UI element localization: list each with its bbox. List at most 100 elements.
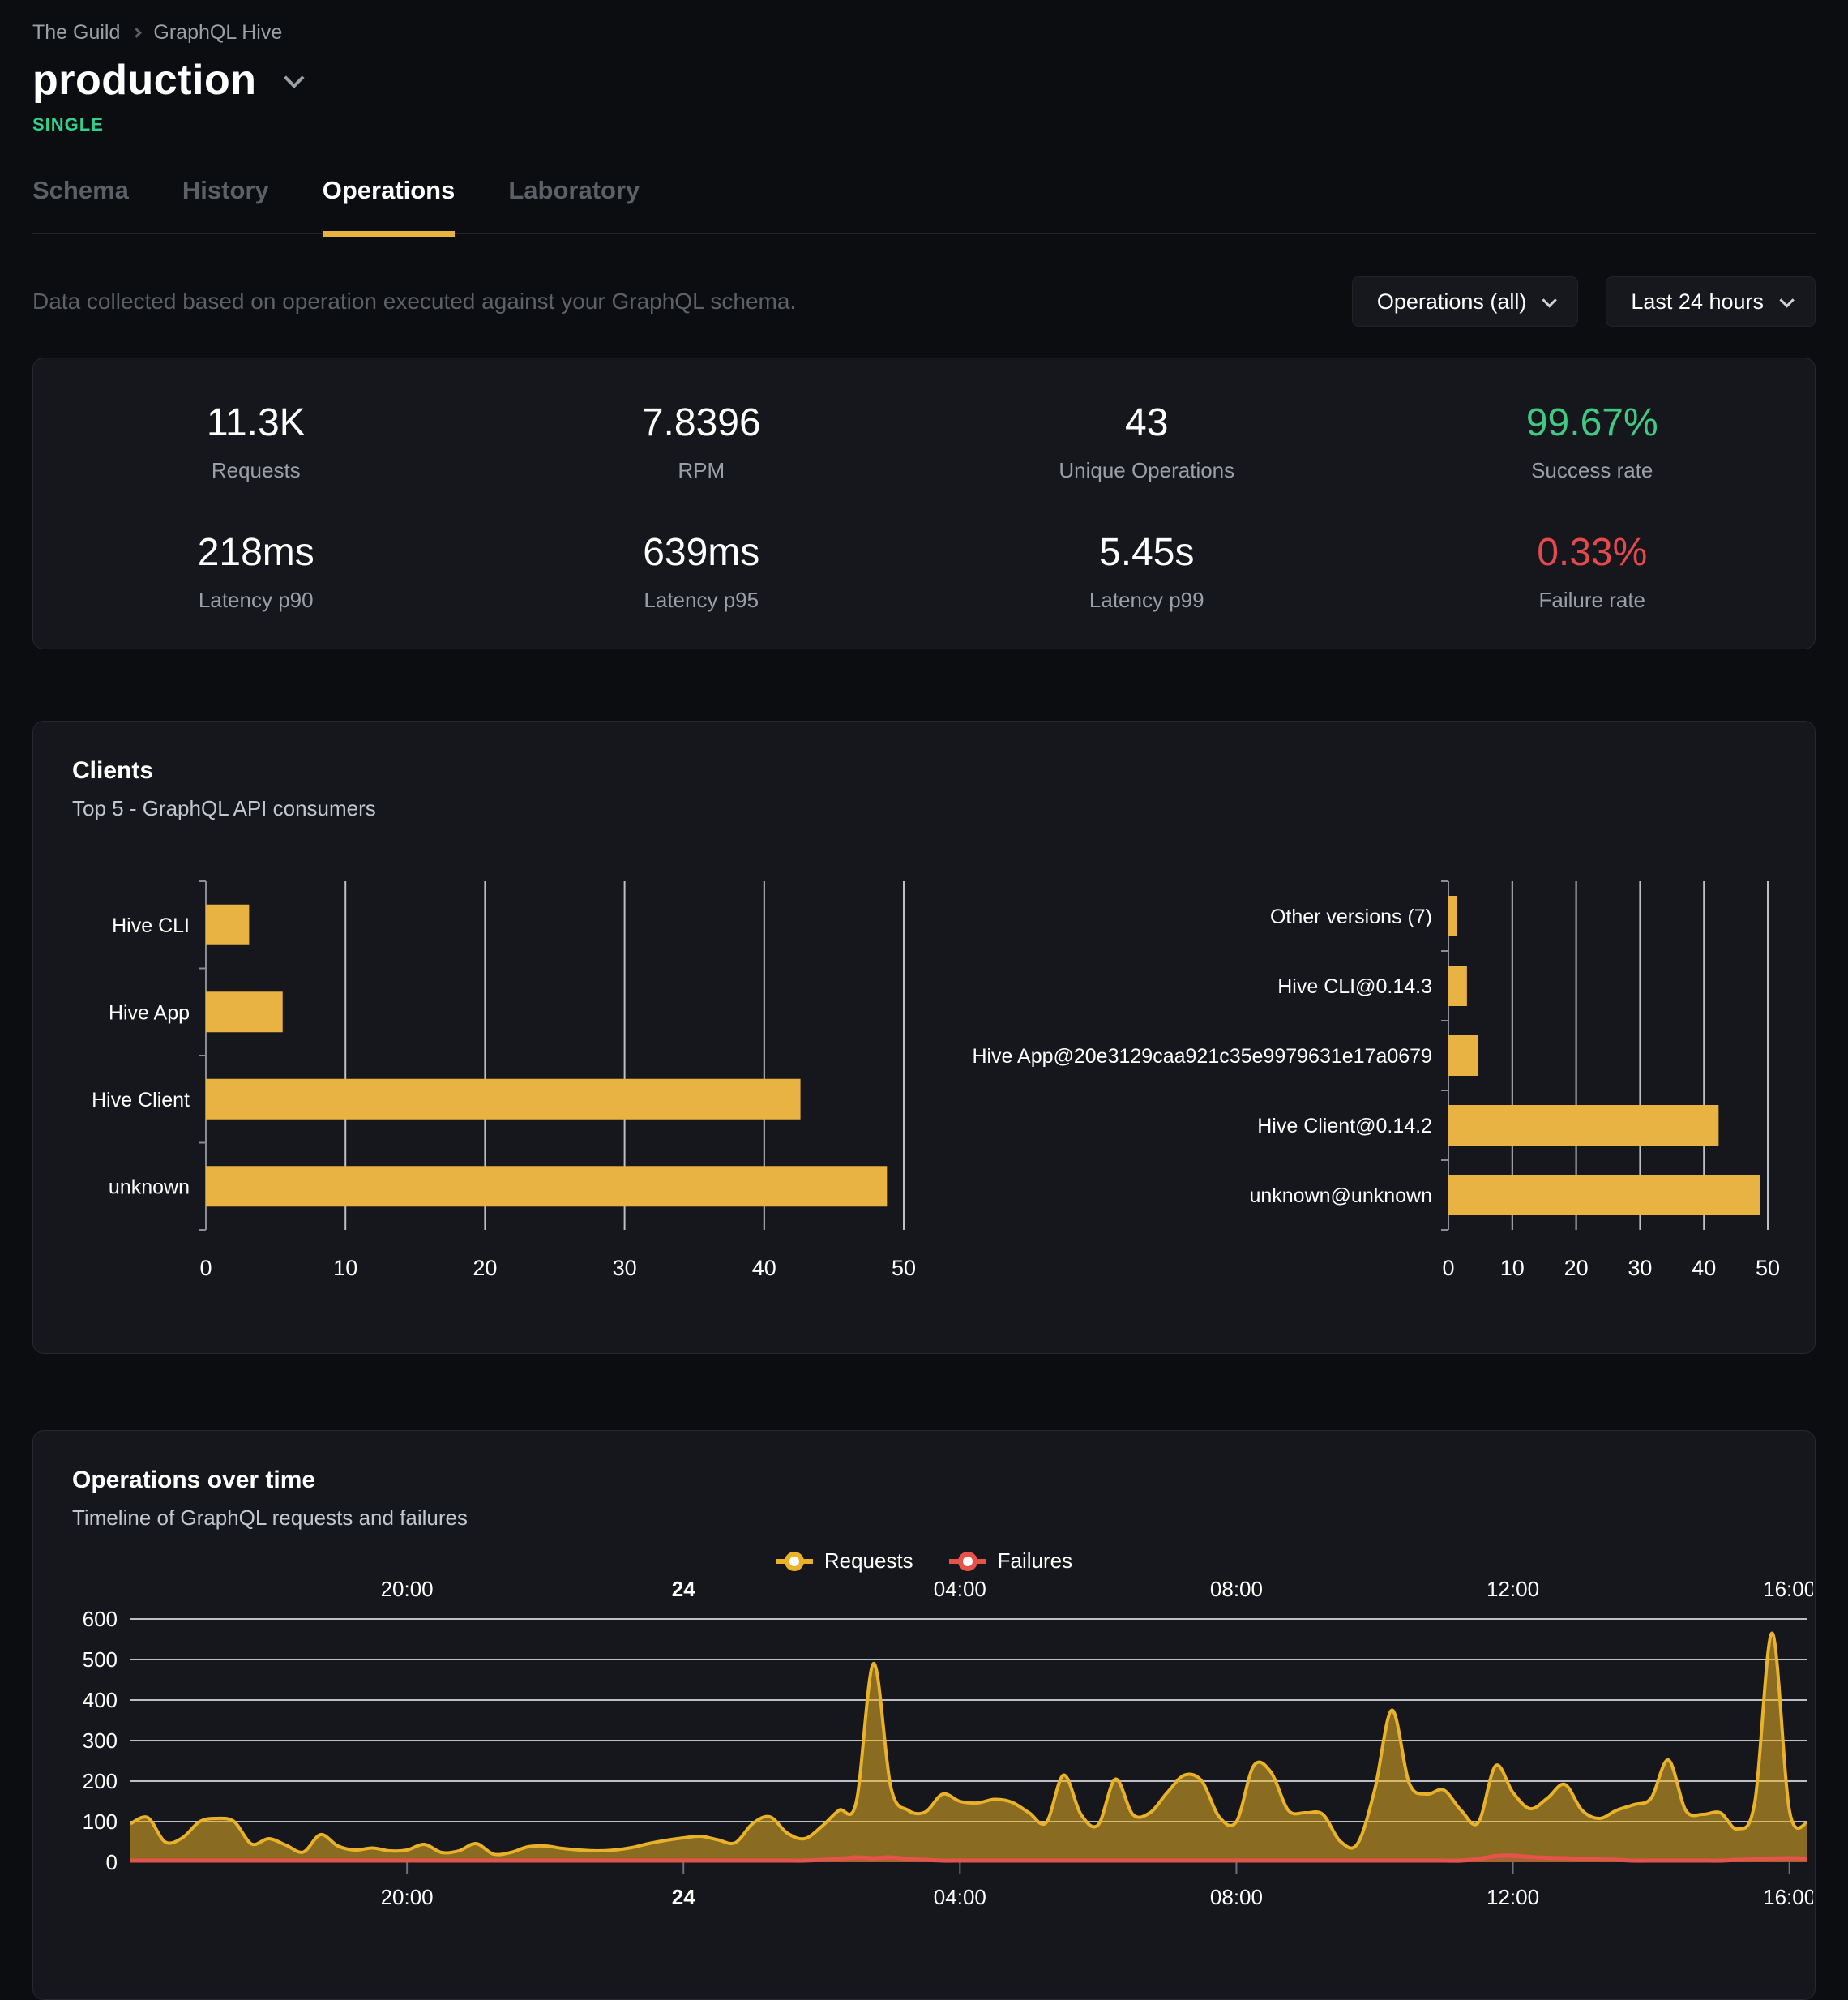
svg-text:08:00: 08:00 (1210, 1885, 1263, 1909)
clients_by_version-svg: 0 10 20 30 40 50 Other versions (7) Hive CLI@0.… (972, 880, 1780, 1280)
chevron-down-icon (1542, 292, 1558, 308)
page-title: production (32, 57, 257, 104)
svg-text:400: 400 (83, 1688, 118, 1712)
chevron-down-icon (1779, 292, 1795, 308)
target-switcher-chevron-down-icon[interactable] (283, 67, 305, 88)
svg-text:Hive CLI@0.14.3: Hive CLI@0.14.3 (1277, 975, 1432, 998)
stat-label: Latency p99 (1089, 588, 1204, 612)
stat-label: Success rate (1531, 458, 1653, 482)
svg-text:08:00: 08:00 (1210, 1577, 1263, 1601)
legend-label: Failures (997, 1548, 1073, 1573)
svg-text:10: 10 (333, 1256, 357, 1280)
operations-over-time-card: Operations over time Timeline of GraphQL… (32, 1430, 1816, 2000)
svg-text:10: 10 (1500, 1256, 1525, 1280)
svg-text:40: 40 (752, 1256, 776, 1280)
svg-text:Hive Client@0.14.2: Hive Client@0.14.2 (1257, 1115, 1432, 1137)
tab-operations[interactable]: Operations (322, 176, 456, 237)
svg-text:Hive CLI: Hive CLI (112, 914, 190, 937)
svg-text:200: 200 (83, 1769, 118, 1793)
stat-value: 0.33% (1537, 531, 1648, 574)
stat-failure-rate: 0.33% Failure rate (1370, 530, 1816, 613)
page-description: Data collected based on operation execut… (32, 289, 797, 314)
tab-laboratory[interactable]: Laboratory (508, 176, 640, 204)
operations-timeline-svg: 0 100 200 300 400 500 600 20:00 20:00 24 24 04:00 04… (83, 1577, 1816, 1909)
bar-hive-cli-0-14-3[interactable] (1448, 966, 1467, 1006)
stat-requests: 11.3K Requests (33, 400, 479, 483)
filter-controls: Operations (all) Last 24 hours (1351, 276, 1816, 327)
target-mode-badge: SINGLE (32, 114, 104, 135)
stat-rpm: 7.8396 RPM (479, 400, 925, 483)
svg-text:40: 40 (1692, 1256, 1716, 1280)
stat-value: 5.45s (1099, 531, 1195, 574)
svg-text:30: 30 (613, 1256, 637, 1280)
svg-text:Hive App: Hive App (109, 1001, 190, 1024)
stat-label: Unique Operations (1059, 458, 1235, 482)
time-range-value: Last 24 hours (1631, 289, 1764, 314)
breadcrumb-project-link[interactable]: GraphQL Hive (153, 21, 283, 44)
stat-latency-p90: 218ms Latency p90 (33, 530, 479, 613)
svg-text:12:00: 12:00 (1487, 1577, 1539, 1601)
bar-hive-app-20e3129caa921c35e9979631e17a0679[interactable] (1448, 1035, 1479, 1076)
bar-hive-app[interactable] (206, 991, 283, 1033)
stat-value: 99.67% (1525, 401, 1658, 444)
bar-unknown[interactable] (206, 1166, 888, 1207)
operations-timeline-area-chart[interactable]: 0 100 200 300 400 500 600 20:00 20:00 24 24 04:00 04… (72, 1574, 1816, 1967)
stat-unique-operations: 43 Unique Operations (924, 400, 1370, 483)
tab-bar: Schema History Operations Laboratory (32, 176, 1816, 237)
legend-item-requests[interactable]: Requests (775, 1548, 913, 1574)
svg-text:04:00: 04:00 (934, 1885, 986, 1909)
bar-hive-client-0-14-2[interactable] (1448, 1105, 1719, 1146)
stat-value: 43 (1125, 401, 1169, 444)
bar-unknown-unknown[interactable] (1448, 1175, 1760, 1215)
clients-card-title: Clients (72, 757, 154, 784)
stat-label: Latency p90 (198, 588, 314, 612)
title-row: production (32, 56, 1816, 105)
requests-series-area (130, 1633, 1807, 1862)
svg-text:500: 500 (83, 1647, 118, 1672)
clients-by-name-bar-chart[interactable]: 0 10 20 30 40 50 Hive CLI Hive App Hive Client un… (72, 867, 936, 1313)
operations-card-title: Operations over time (72, 1467, 316, 1493)
bar-hive-cli[interactable] (206, 904, 250, 945)
clients-card-subtitle: Top 5 - GraphQL API consumers (72, 796, 376, 820)
legend-label: Requests (823, 1548, 913, 1573)
svg-text:20:00: 20:00 (381, 1885, 434, 1909)
operations-filter-value: Operations (all) (1376, 289, 1527, 314)
svg-text:100: 100 (83, 1809, 118, 1834)
tab-history[interactable]: History (182, 176, 269, 204)
stat-value: 218ms (197, 531, 314, 574)
svg-text:24: 24 (672, 1577, 695, 1601)
legend-marker-requests-icon (775, 1551, 813, 1571)
bar-other-versions-7-[interactable] (1448, 896, 1458, 936)
svg-text:20: 20 (1564, 1256, 1589, 1280)
stat-label: Latency p95 (644, 588, 759, 612)
time-range-dropdown[interactable]: Last 24 hours (1606, 276, 1816, 327)
clients-card: Clients Top 5 - GraphQL API consumers 0 1… (32, 721, 1816, 1354)
stat-latency-p99: 5.45s Latency p99 (924, 530, 1370, 613)
svg-text:04:00: 04:00 (934, 1577, 986, 1601)
svg-text:16:00: 16:00 (1763, 1577, 1813, 1601)
stat-label: Requests (211, 458, 301, 482)
svg-text:600: 600 (83, 1607, 118, 1631)
bar-hive-client[interactable] (206, 1078, 801, 1120)
breadcrumb: The Guild GraphQL Hive (32, 0, 1816, 45)
operations-card-subtitle: Timeline of GraphQL requests and failure… (72, 1505, 468, 1530)
legend-item-failures[interactable]: Failures (948, 1548, 1073, 1574)
stat-label: RPM (678, 458, 725, 482)
legend-marker-failures-icon (948, 1551, 986, 1571)
controls-row: Data collected based on operation execut… (32, 276, 1816, 327)
stat-value: 7.8396 (641, 401, 761, 444)
svg-text:Hive App@20e3129caa921c35e9979: Hive App@20e3129caa921c35e9979631e17a067… (972, 1045, 1432, 1068)
svg-text:20:00: 20:00 (381, 1577, 434, 1601)
svg-text:30: 30 (1628, 1256, 1652, 1280)
stat-value: 639ms (643, 531, 760, 574)
stat-success-rate: 99.67% Success rate (1370, 400, 1816, 483)
operations-filter-dropdown[interactable]: Operations (all) (1351, 276, 1579, 327)
clients-by-version-bar-chart[interactable]: 0 10 20 30 40 50 Other versions (7) Hive CLI@0.… (936, 867, 1800, 1313)
svg-text:20: 20 (473, 1256, 497, 1280)
tab-schema[interactable]: Schema (32, 176, 129, 204)
svg-text:unknown@unknown: unknown@unknown (1249, 1184, 1432, 1207)
stats-summary-card: 11.3K Requests 7.8396 RPM 43 Unique Oper… (32, 358, 1816, 649)
svg-text:50: 50 (1756, 1256, 1780, 1280)
breadcrumb-org-link[interactable]: The Guild (32, 21, 121, 44)
